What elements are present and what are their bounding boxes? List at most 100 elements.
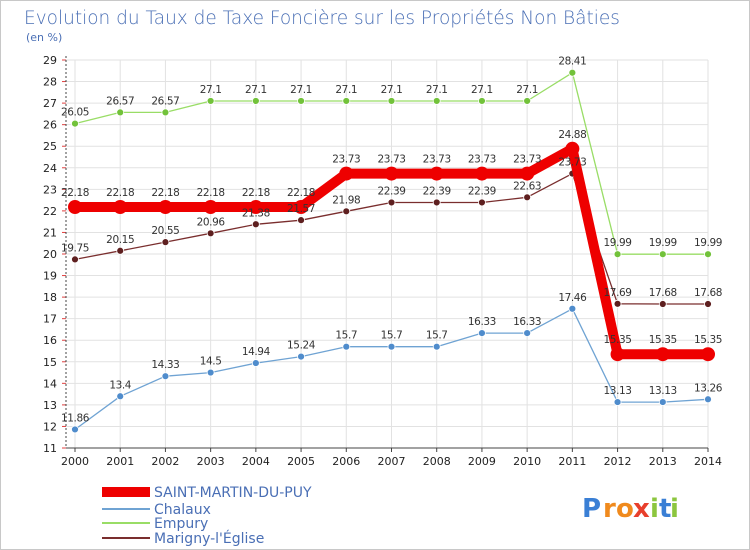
- data-label-marigny-l-eglise: 20.55: [151, 225, 179, 237]
- y-tick-label: 19: [43, 270, 57, 283]
- y-tick-label: 15: [43, 356, 57, 369]
- data-label-empury: 19.99: [694, 237, 722, 249]
- data-label-saint-martin-du-puy: 24.88: [558, 129, 586, 141]
- data-label-marigny-l-eglise: 20.96: [197, 216, 226, 228]
- data-point-empury: [71, 119, 79, 128]
- data-label-saint-martin-du-puy: 22.18: [197, 187, 225, 199]
- data-point-saint-martin-du-puy: [113, 200, 128, 215]
- data-label-chalaux: 15.7: [426, 330, 448, 342]
- axes: 11 12 13 14 15 16 17 18 19 20 21 22 23 24 25 26 27 28 29 20…: [43, 54, 722, 468]
- data-point-saint-martin-du-puy: [610, 347, 625, 362]
- y-tick-label: 14: [43, 377, 57, 390]
- data-point-chalaux: [523, 329, 532, 338]
- data-label-chalaux: 15.7: [381, 330, 403, 342]
- data-point-empury: [478, 97, 486, 105]
- y-tick-label: 25: [43, 140, 57, 153]
- legend-label-marigny-l-eglise: Marigny-l'Église: [154, 530, 264, 547]
- data-label-marigny-l-eglise: 22.63: [513, 180, 541, 192]
- data-point-saint-martin-du-puy: [68, 200, 82, 215]
- data-label-saint-martin-du-puy: 23.73: [332, 154, 360, 166]
- data-label-empury: 28.41: [558, 56, 586, 68]
- data-label-saint-martin-du-puy: 22.18: [61, 187, 89, 199]
- data-point-marigny-l-eglise: [613, 299, 622, 308]
- x-tick-label: 2002: [151, 455, 179, 468]
- data-label-marigny-l-eglise: 17.68: [649, 287, 677, 299]
- data-label-saint-martin-du-puy: 22.18: [242, 187, 270, 199]
- y-tick-label: 27: [43, 97, 57, 110]
- data-label-empury: 26.57: [151, 95, 179, 107]
- x-tick-label: 2009: [468, 455, 496, 468]
- data-point-empury: [116, 108, 125, 117]
- data-point-saint-martin-du-puy: [701, 347, 715, 362]
- data-point-chalaux: [478, 329, 486, 338]
- y-tick-label: 20: [43, 248, 57, 261]
- data-label-saint-martin-du-puy: 22.18: [106, 187, 134, 199]
- data-point-empury: [161, 108, 170, 117]
- y-tick-label: 22: [43, 205, 57, 218]
- data-point-saint-martin-du-puy: [429, 166, 444, 181]
- x-tick-label: 2013: [649, 455, 677, 468]
- data-label-empury: 26.05: [61, 107, 89, 119]
- data-point-saint-martin-du-puy: [203, 200, 218, 215]
- x-tick-label: 2000: [61, 455, 89, 468]
- logo-letter: r: [603, 494, 616, 524]
- y-tick-label: 12: [43, 420, 57, 433]
- series-lines: [68, 68, 715, 434]
- data-label-chalaux: 17.46: [558, 292, 587, 304]
- x-tick-label: 2012: [604, 455, 632, 468]
- data-point-empury: [297, 97, 305, 105]
- data-point-chalaux: [568, 304, 577, 313]
- data-point-chalaux: [658, 398, 667, 406]
- logo-letter: i: [670, 494, 679, 524]
- data-point-saint-martin-du-puy: [565, 141, 580, 156]
- y-tick-label: 16: [43, 334, 57, 347]
- y-tick-label: 26: [43, 119, 57, 132]
- data-label-chalaux: 14.33: [151, 359, 179, 371]
- data-point-saint-martin-du-puy: [248, 200, 263, 215]
- data-label-empury: 27.1: [426, 84, 448, 96]
- data-label-marigny-l-eglise: 19.75: [61, 242, 89, 254]
- logo-letter: t: [659, 494, 671, 524]
- data-label-saint-martin-du-puy: 23.73: [423, 154, 451, 166]
- data-point-chalaux: [704, 395, 712, 404]
- data-label-empury: 19.99: [649, 237, 677, 249]
- data-label-empury: 19.99: [604, 237, 632, 249]
- data-point-marigny-l-eglise: [387, 198, 396, 207]
- data-label-marigny-l-eglise: 22.39: [468, 185, 496, 197]
- data-point-saint-martin-du-puy: [294, 200, 309, 215]
- y-tick-label: 29: [43, 54, 57, 67]
- data-point-saint-martin-du-puy: [655, 347, 670, 362]
- data-point-empury: [704, 250, 712, 259]
- x-tick-label: 2008: [423, 455, 451, 468]
- data-label-chalaux: 15.24: [287, 340, 316, 352]
- data-point-empury: [387, 97, 396, 105]
- data-point-chalaux: [71, 425, 79, 434]
- data-point-marigny-l-eglise: [478, 198, 486, 207]
- data-label-empury: 26.57: [106, 95, 134, 107]
- data-point-empury: [342, 97, 351, 105]
- x-tick-label: 2001: [106, 455, 134, 468]
- data-point-marigny-l-eglise: [251, 220, 260, 229]
- data-label-saint-martin-du-puy: 23.73: [468, 154, 496, 166]
- data-label-empury: 27.1: [516, 84, 538, 96]
- data-point-marigny-l-eglise: [116, 246, 125, 255]
- data-label-marigny-l-eglise: 21.57: [287, 203, 315, 215]
- data-label-marigny-l-eglise: 22.39: [377, 185, 405, 197]
- data-label-empury: 27.1: [381, 84, 403, 96]
- data-point-chalaux: [161, 372, 170, 381]
- data-label-empury: 27.1: [290, 84, 312, 96]
- data-point-saint-martin-du-puy: [339, 166, 354, 181]
- data-point-chalaux: [251, 359, 260, 367]
- data-label-empury: 27.1: [245, 84, 267, 96]
- data-label-chalaux: 13.13: [604, 385, 632, 397]
- y-tick-label: 23: [43, 183, 57, 196]
- data-labels: 26.05 26.57 26.57 27.1 27.1 27.1 27.1 27.1 27.1 2…: [61, 56, 723, 425]
- data-point-marigny-l-eglise: [161, 238, 170, 247]
- data-point-marigny-l-eglise: [658, 300, 667, 308]
- data-point-saint-martin-du-puy: [520, 166, 535, 181]
- x-tick-label: 2010: [513, 455, 541, 468]
